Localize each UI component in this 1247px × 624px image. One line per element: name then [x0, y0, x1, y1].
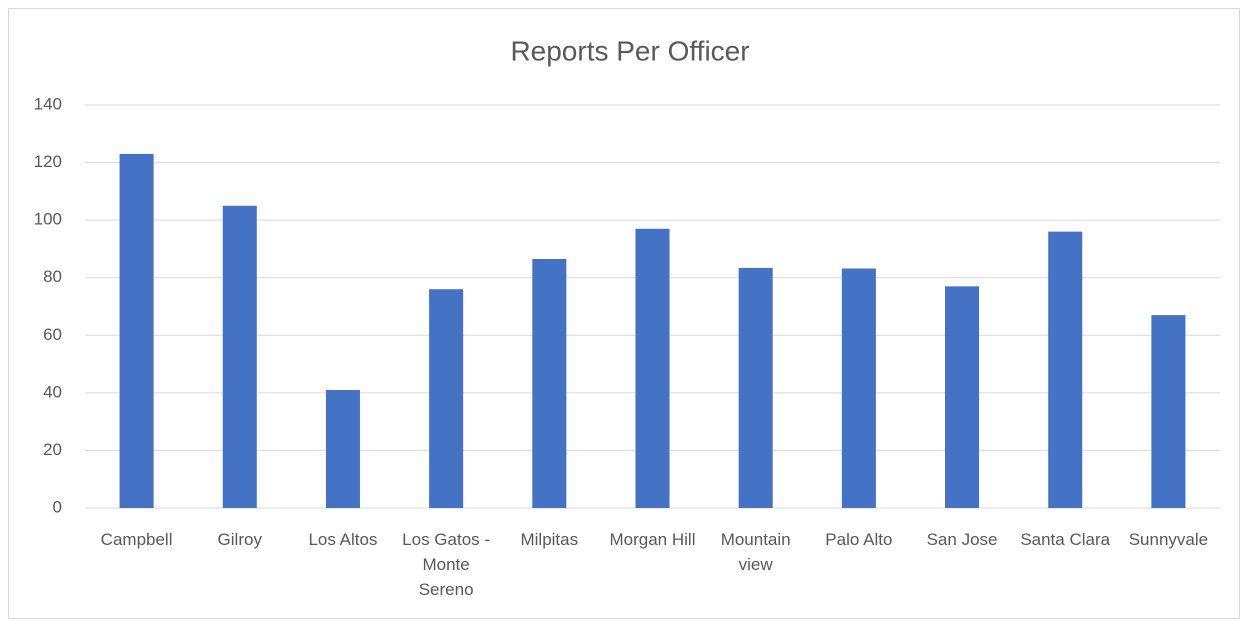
- x-tick-label: Palo Alto: [825, 530, 893, 549]
- x-tick-label: Campbell: [100, 530, 173, 549]
- chart-frame: [8, 8, 1240, 619]
- bar: [1048, 231, 1083, 508]
- x-tick-label: Santa Clara: [1020, 530, 1111, 549]
- y-tick-label: 40: [43, 382, 62, 401]
- chart-title: Reports Per Officer: [510, 35, 749, 66]
- x-tick-label: San Jose: [926, 530, 998, 549]
- bar: [841, 268, 876, 508]
- x-tick-label: Morgan Hill: [609, 530, 696, 549]
- bar: [1151, 315, 1186, 508]
- x-tick-label: Gilroy: [217, 530, 262, 549]
- x-tick-label: Mountain view: [720, 530, 791, 574]
- bar: [945, 286, 980, 508]
- y-tick-label: 120: [34, 152, 62, 171]
- y-tick-label: 100: [34, 210, 62, 229]
- x-tick-label: Los Altos: [308, 530, 378, 549]
- y-tick-label: 60: [43, 325, 62, 344]
- y-tick-label: 80: [43, 267, 62, 286]
- x-tick-label: Los Gatos - Monte Sereno: [402, 530, 491, 599]
- bar: [738, 267, 773, 508]
- x-tick-label: Milpitas: [520, 530, 579, 549]
- bar: [325, 389, 360, 508]
- bar: [635, 228, 670, 508]
- y-tick-label: 140: [34, 94, 62, 113]
- bar: [532, 259, 567, 508]
- y-tick-label: 20: [43, 440, 62, 459]
- y-tick-label: 0: [53, 497, 62, 516]
- x-tick-label: Sunnyvale: [1128, 530, 1209, 549]
- bar: [119, 153, 154, 508]
- bar: [429, 289, 464, 508]
- bar: [222, 205, 257, 508]
